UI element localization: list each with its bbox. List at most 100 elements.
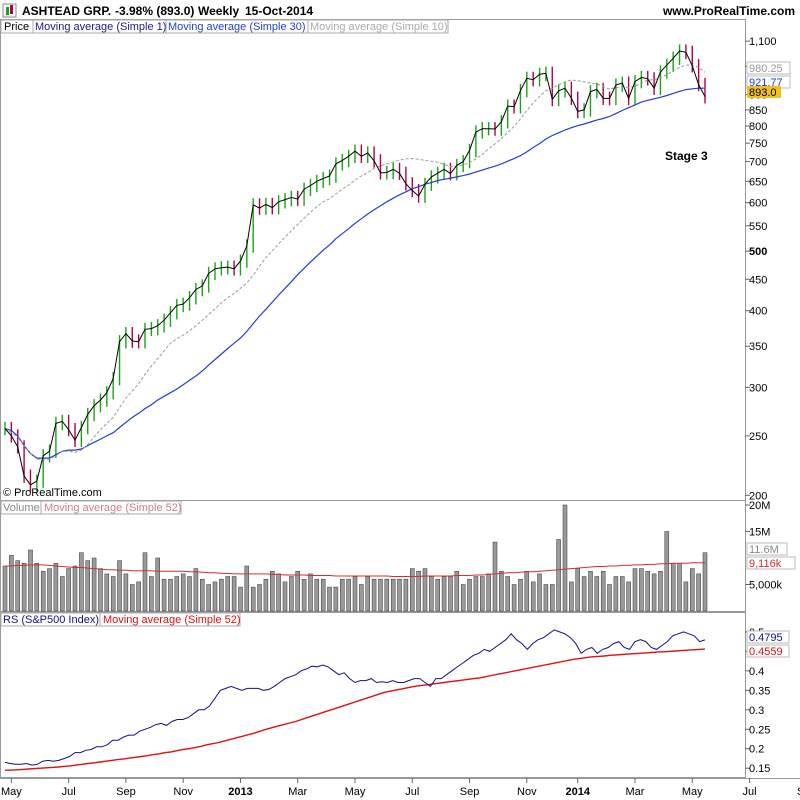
volume-bar [632,568,638,612]
rs-tick-label: 0.4 [749,666,764,678]
time-tick-label: Mar [626,786,645,798]
volume-bar [480,576,485,612]
price-tick-label: 550 [749,221,767,233]
volume-value-label: 11.6M [749,544,779,556]
volume-bar [365,576,370,612]
chart-logo-icon-up [6,7,9,15]
volume-bar [200,578,205,612]
time-tick-label: May [682,786,703,798]
volume-bar [537,573,542,612]
volume-bar [448,576,453,612]
volume-bar [600,571,606,612]
price-tick-label: 200 [749,490,767,502]
volume-bar [66,568,71,612]
volume-bar [21,563,27,612]
rs-value-box [746,630,790,644]
price-axis-ticks: 200 250 300 350 400 450 500 550 600 650 700 750 800 8… [745,36,777,502]
volume-bar [34,563,40,612]
volume-bar [384,578,390,612]
volume-bar [696,573,701,612]
rs-ma-line [5,648,706,771]
volume-bar [244,565,250,612]
volume-bar [2,565,8,612]
volume-bar [543,584,549,612]
volume-bar [123,573,129,612]
volume-bar [511,584,517,612]
volume-bar [301,578,307,612]
volume-bar [473,576,479,612]
volume-bar [161,578,167,612]
volume-ma-value-label: 9,116k [749,558,782,570]
volume-bar [72,565,78,612]
rs-panel-frame [0,612,746,778]
volume-bar [174,576,180,612]
price-tick-label: 750 [749,138,767,150]
volume-bar [690,568,695,612]
volume-bar [422,568,428,612]
volume-bar [333,586,339,612]
volume-bar [390,578,396,612]
volume-bar [47,568,52,612]
volume-bar [79,552,84,612]
volume-value-labels: 11.6M 9,116k [746,542,796,570]
volume-bar [282,581,288,612]
volume-bar [263,578,269,612]
volume-bar [219,578,224,612]
legend-volume: Volume [3,502,40,514]
time-tick-label: May [345,786,366,798]
rs-ma-value-box [746,644,790,658]
volume-bar [346,578,351,612]
price-tick-label: 700 [749,157,767,169]
copyright: © ProRealTime.com [3,487,102,499]
volume-legend: Volume Moving average (Simple 52) [0,500,182,515]
time-tick-label: Sep [460,786,480,798]
last-price-label: 893.0 [749,87,777,99]
volume-bar [187,576,192,612]
price-tick-label: 300 [749,382,767,394]
volume-bar [149,576,154,612]
volume-bar [683,581,689,612]
volume-bar [327,586,332,612]
volume-bar [60,576,65,612]
volume-bar [607,584,612,612]
price-tick-label: 500 [749,246,767,258]
price-tick-label: 1,100 [749,36,777,48]
volume-bar [28,549,33,612]
volume-bar [454,571,460,612]
price-tick-label: 800 [749,121,767,133]
rs-value-label: 0.4795 [749,632,783,644]
volume-bar [677,563,682,612]
volume-bar [651,573,657,612]
period: Weekly [198,4,239,18]
chart-logo-icon-down [10,5,13,14]
volume-bar [40,571,46,612]
volume-bar [85,560,90,612]
rs-legend: RS (S&P500 Index) Moving average (Simple… [0,612,241,627]
ma10-value-label: 980.25 [749,63,783,75]
volume-bar [429,576,434,612]
volume-bar [142,552,148,612]
volume-bar [206,584,211,612]
volume-bar [371,578,377,612]
volume-bar [486,573,491,612]
time-tick-label: Jul [743,786,757,798]
price-tick-label: 600 [749,198,767,210]
volume-bar [410,568,415,612]
rs-tick-label: 0.2 [749,744,764,756]
volume-bar [378,578,383,612]
volume-bar [238,586,243,612]
volume-bar [53,563,59,612]
volume-bar [416,571,421,612]
time-tick-label: May [1,786,22,798]
ma30-line [4,87,705,459]
chart-logo-icon [2,3,17,18]
volume-bar [117,560,122,612]
volume-value-box [746,542,788,556]
volume-bar [276,573,281,612]
volume-bar [231,576,237,612]
volume-bar [505,576,510,612]
volume-bar [136,581,141,612]
rs-tick-label: 0.25 [749,724,770,736]
volume-bar [110,576,116,612]
volume-bar [340,578,345,612]
